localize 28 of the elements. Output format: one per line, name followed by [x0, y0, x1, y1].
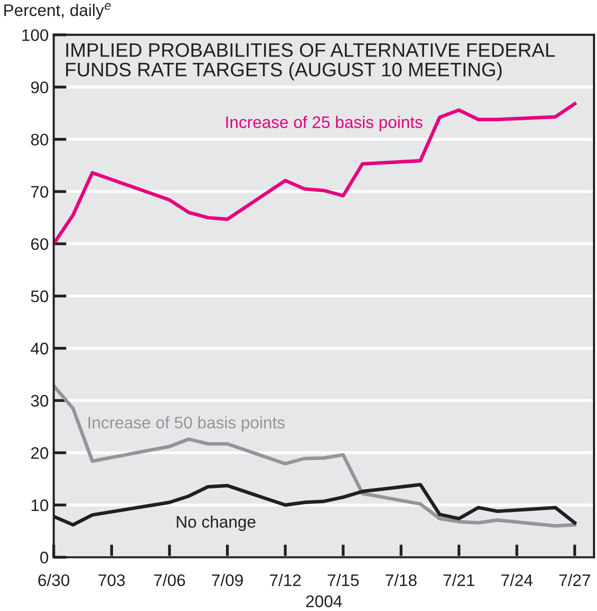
y-tick-label: 40	[30, 342, 48, 354]
series-label: Increase of 25 basis points	[226, 116, 422, 132]
x-axis-title: 2004	[306, 595, 342, 608]
y-tick-label: 20	[31, 447, 48, 459]
y-tick-label: 60	[31, 238, 48, 250]
x-tick-label: 7/24	[501, 574, 533, 586]
y-axis-title: Percent, daily$^{e}$	[4, 3, 111, 20]
x-tick-label: 7/15	[328, 574, 359, 586]
x-tick-label: 7/06	[154, 574, 185, 586]
line-series	[54, 102, 576, 246]
x-tick-label: 7/12	[270, 574, 301, 586]
y-tick-label: 30	[30, 394, 48, 407]
x-tick-label: 703	[98, 574, 125, 586]
x-tick-label: 7/21	[444, 574, 474, 586]
y-tick-label: 0	[40, 552, 48, 564]
y-tick-label: 100	[22, 29, 48, 42]
x-tick-label: 7/18	[386, 574, 417, 586]
series-label: Increase of 50 basis points	[88, 416, 285, 432]
text: IMPLIED PROBABILITIES OF ALTERNATIVE FEDERAL FUNDS RATE TARGETS (AUGUST 10 MEETING)	[66, 43, 555, 80]
x-tick-label: 7/09	[212, 574, 243, 586]
y-tick-label: 50	[31, 290, 48, 302]
y-tick-label: 70	[31, 186, 48, 198]
x-tick-label: 6/30	[38, 574, 70, 586]
y-tick-label: 80	[31, 134, 48, 146]
series-label: No change	[176, 516, 256, 532]
y-tick-label: 90	[31, 81, 48, 94]
x-tick-label: 7/27	[559, 574, 590, 586]
y-tick-label: 10	[32, 499, 48, 512]
